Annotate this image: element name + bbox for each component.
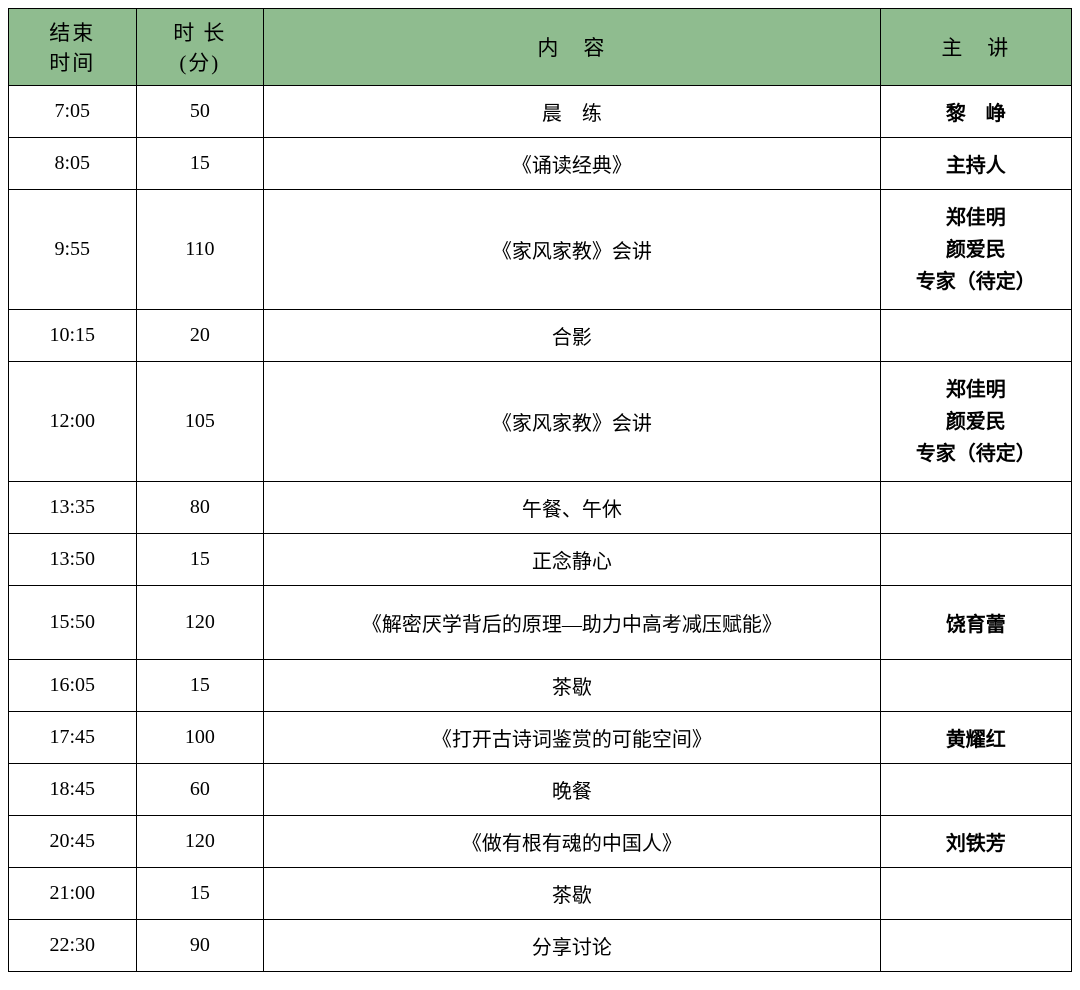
speaker-line: 专家（待定） [885,266,1067,298]
cell-speaker [880,534,1071,586]
cell-content: 《解密厌学背后的原理—助力中高考减压赋能》 [264,586,881,660]
cell-duration: 50 [136,86,264,138]
cell-end-time: 13:35 [9,482,137,534]
table-body: 7:0550晨 练黎 峥8:0515《诵读经典》主持人9:55110《家风家教》… [9,86,1072,972]
table-row: 20:45120《做有根有魂的中国人》刘铁芳 [9,816,1072,868]
cell-speaker: 郑佳明颜爱民专家（待定） [880,190,1071,310]
cell-speaker: 主持人 [880,138,1071,190]
cell-content: 午餐、午休 [264,482,881,534]
cell-speaker: 黎 峥 [880,86,1071,138]
cell-speaker: 黄耀红 [880,712,1071,764]
cell-end-time: 8:05 [9,138,137,190]
cell-duration: 120 [136,586,264,660]
cell-end-time: 22:30 [9,920,137,972]
table-row: 22:3090分享讨论 [9,920,1072,972]
cell-duration: 60 [136,764,264,816]
cell-end-time: 7:05 [9,86,137,138]
cell-duration: 15 [136,138,264,190]
table-row: 13:5015正念静心 [9,534,1072,586]
cell-content: 茶歇 [264,660,881,712]
cell-content: 晚餐 [264,764,881,816]
cell-end-time: 15:50 [9,586,137,660]
cell-duration: 15 [136,660,264,712]
table-row: 17:45100《打开古诗词鉴赏的可能空间》黄耀红 [9,712,1072,764]
cell-content: 《做有根有魂的中国人》 [264,816,881,868]
speaker-line: 郑佳明 [885,374,1067,406]
schedule-table: 结束 时间 时 长 (分) 内 容 主 讲 7:0550晨 练黎 峥8:0515… [8,8,1072,972]
header-duration-l1: 时 长 [141,17,260,47]
table-row: 8:0515《诵读经典》主持人 [9,138,1072,190]
header-content: 内 容 [264,9,881,86]
table-row: 18:4560晚餐 [9,764,1072,816]
table-row: 15:50120《解密厌学背后的原理—助力中高考减压赋能》饶育蕾 [9,586,1072,660]
cell-duration: 15 [136,534,264,586]
cell-speaker [880,660,1071,712]
cell-content: 《家风家教》会讲 [264,362,881,482]
cell-content: 《诵读经典》 [264,138,881,190]
cell-duration: 105 [136,362,264,482]
table-row: 9:55110《家风家教》会讲郑佳明颜爱民专家（待定） [9,190,1072,310]
cell-speaker: 饶育蕾 [880,586,1071,660]
speaker-line: 颜爱民 [885,234,1067,266]
cell-duration: 120 [136,816,264,868]
cell-end-time: 18:45 [9,764,137,816]
header-speaker: 主 讲 [880,9,1071,86]
table-row: 10:1520合影 [9,310,1072,362]
cell-duration: 15 [136,868,264,920]
table-row: 13:3580午餐、午休 [9,482,1072,534]
speaker-line: 颜爱民 [885,406,1067,438]
cell-end-time: 12:00 [9,362,137,482]
cell-speaker: 郑佳明颜爱民专家（待定） [880,362,1071,482]
cell-end-time: 21:00 [9,868,137,920]
header-end-time-l1: 结束 [13,17,132,47]
header-end-time: 结束 时间 [9,9,137,86]
cell-content: 《打开古诗词鉴赏的可能空间》 [264,712,881,764]
table-header: 结束 时间 时 长 (分) 内 容 主 讲 [9,9,1072,86]
cell-end-time: 13:50 [9,534,137,586]
cell-speaker [880,868,1071,920]
cell-duration: 80 [136,482,264,534]
cell-content: 正念静心 [264,534,881,586]
cell-content: 《家风家教》会讲 [264,190,881,310]
table-row: 12:00105《家风家教》会讲郑佳明颜爱民专家（待定） [9,362,1072,482]
cell-end-time: 20:45 [9,816,137,868]
cell-content: 合影 [264,310,881,362]
cell-end-time: 10:15 [9,310,137,362]
cell-speaker [880,310,1071,362]
header-duration-l2: (分) [141,47,260,77]
cell-content: 茶歇 [264,868,881,920]
cell-duration: 20 [136,310,264,362]
speaker-line: 郑佳明 [885,202,1067,234]
cell-end-time: 9:55 [9,190,137,310]
cell-duration: 110 [136,190,264,310]
cell-speaker [880,920,1071,972]
header-duration: 时 长 (分) [136,9,264,86]
cell-speaker [880,764,1071,816]
speaker-line: 专家（待定） [885,438,1067,470]
cell-duration: 90 [136,920,264,972]
table-row: 7:0550晨 练黎 峥 [9,86,1072,138]
cell-end-time: 16:05 [9,660,137,712]
cell-content: 晨 练 [264,86,881,138]
cell-duration: 100 [136,712,264,764]
table-row: 21:0015茶歇 [9,868,1072,920]
cell-speaker [880,482,1071,534]
cell-end-time: 17:45 [9,712,137,764]
cell-speaker: 刘铁芳 [880,816,1071,868]
table-row: 16:0515茶歇 [9,660,1072,712]
header-end-time-l2: 时间 [13,47,132,77]
cell-content: 分享讨论 [264,920,881,972]
